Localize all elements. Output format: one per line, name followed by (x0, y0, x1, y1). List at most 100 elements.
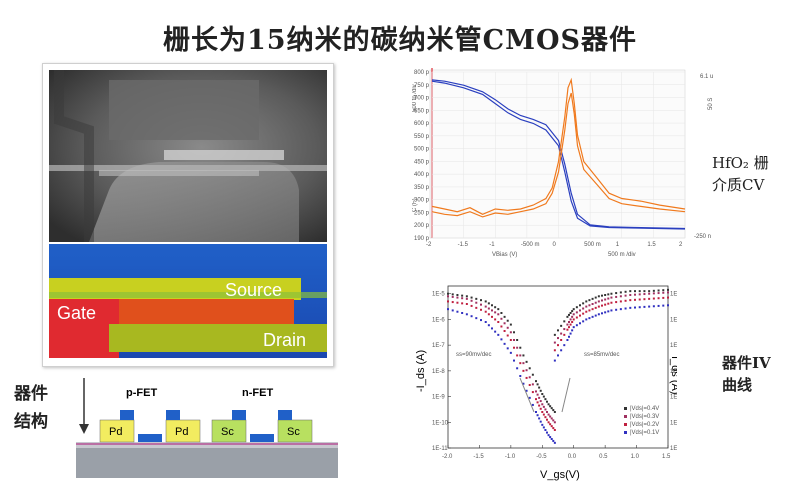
iv-point-n (563, 344, 566, 347)
cv-y-tick: 600 p (414, 121, 430, 127)
cv-y-tick: 300 p (414, 198, 430, 204)
iv-point-n (638, 298, 641, 301)
iv-point-n (588, 317, 591, 320)
iv-point-p (547, 421, 550, 424)
iv-point-p (525, 369, 528, 372)
iv-point-n (566, 339, 569, 341)
iv-point-n (571, 321, 574, 323)
iv-point-p (484, 321, 487, 323)
iv-annotation-left: ss=90mv/dec (456, 352, 492, 358)
iv-point-n (585, 318, 588, 321)
pd-contact-left (99, 419, 135, 443)
iv-point-p (541, 393, 544, 395)
iv-point-n (566, 328, 569, 331)
iv-point-p (470, 299, 473, 302)
iv-point-n (572, 326, 575, 329)
iv-point-p (503, 330, 506, 332)
iv-point-p (509, 339, 512, 341)
iv-point-p (487, 302, 490, 305)
iv-point-p (550, 425, 553, 428)
iv-legend-marker (624, 407, 627, 410)
cv-x-tick: -2 (426, 242, 432, 248)
iv-point-p (549, 436, 552, 439)
iv-point-p (500, 325, 503, 328)
iv-point-p (536, 383, 539, 386)
iv-point-n (571, 329, 574, 332)
iv-point-n (569, 312, 572, 314)
iv-point-n (591, 308, 594, 311)
iv-point-n (634, 290, 636, 293)
iv-point-p (503, 342, 506, 345)
iv-x-tick: -1.5 (473, 454, 484, 460)
iv-point-p (484, 305, 487, 308)
iv-point-p (542, 405, 545, 408)
iv-point-n (560, 349, 563, 352)
iv-point-p (519, 375, 522, 377)
cv-y-tick: 800 p (414, 70, 430, 76)
iv-point-n (657, 289, 660, 292)
pd-text-right: Pd (175, 426, 188, 438)
iv-point-p (531, 383, 534, 386)
iv-y-tick-right: 1E-7 (670, 343, 677, 349)
iv-point-n (638, 290, 641, 293)
cv-x-tick: -500 m (521, 242, 540, 248)
iv-point-n (557, 337, 559, 340)
iv-point-p (465, 297, 468, 300)
iv-point-p (541, 423, 544, 426)
iv-point-p (552, 427, 555, 430)
iv-point-n (588, 309, 591, 312)
iv-ylabel-left: -I_ds (A) (415, 350, 427, 392)
iv-point-p (513, 359, 515, 362)
iv-point-p (525, 389, 528, 392)
iv-y-tick-right: 1E-9 (670, 395, 677, 401)
iv-point-n (604, 303, 607, 306)
cv-x-tick: 1 (616, 242, 620, 248)
iv-point-p (522, 369, 525, 372)
iv-point-n (579, 304, 581, 307)
iv-point-p (513, 331, 515, 334)
iv-point-p (465, 303, 468, 305)
iv-point-n (582, 307, 585, 310)
cv-y-tick: 200 p (414, 223, 430, 229)
iv-point-p (456, 301, 459, 304)
iv-point-n (662, 304, 665, 307)
iv-point-p (550, 407, 553, 410)
iv-point-p (542, 395, 545, 398)
device-structure-diagram: p-FET n-FET Pd Pd Sc Sc (76, 378, 338, 478)
iv-point-p (544, 416, 547, 419)
iv-point-p (465, 295, 468, 298)
iv-point-n (557, 344, 559, 347)
iv-point-n (607, 302, 610, 305)
iv-point-n (582, 312, 585, 315)
iv-point-n (619, 308, 622, 311)
pd-contact-right (165, 419, 201, 443)
iv-point-p (513, 339, 515, 341)
cv-x-tick: 0 (553, 242, 557, 248)
iv-point-p (494, 306, 497, 309)
iv-ylabel-right: I_ds (A) (669, 356, 677, 395)
iv-point-p (491, 315, 493, 318)
iv-point-p (538, 417, 541, 420)
iv-point-p (506, 319, 509, 322)
iv-plot-area (447, 285, 669, 449)
iv-point-n (572, 313, 575, 316)
iv-point-n (579, 314, 581, 317)
iv-point-n (597, 295, 600, 298)
cv-caption: HfO₂ 栅 介质CV (712, 152, 769, 196)
iv-point-n (604, 298, 607, 301)
sc-contact-right (277, 419, 313, 443)
iv-y-tick-right: 1E-5 (670, 292, 677, 298)
iv-point-p (535, 411, 537, 413)
iv-point-n (648, 290, 651, 293)
iv-legend-marker (624, 415, 627, 418)
iv-point-p (461, 302, 464, 305)
iv-point-n (657, 292, 660, 295)
iv-point-n (553, 349, 556, 352)
cv-y-tick: 550 p (414, 134, 430, 140)
iv-y-tick-left: 1E-5 (432, 292, 445, 298)
iv-point-p (538, 386, 541, 389)
iv-y-tick-left: 1E-7 (432, 343, 445, 349)
iv-point-p (475, 317, 478, 320)
false-color-device-image: Source Gate Drain (49, 244, 327, 358)
iv-point-n (597, 313, 600, 316)
